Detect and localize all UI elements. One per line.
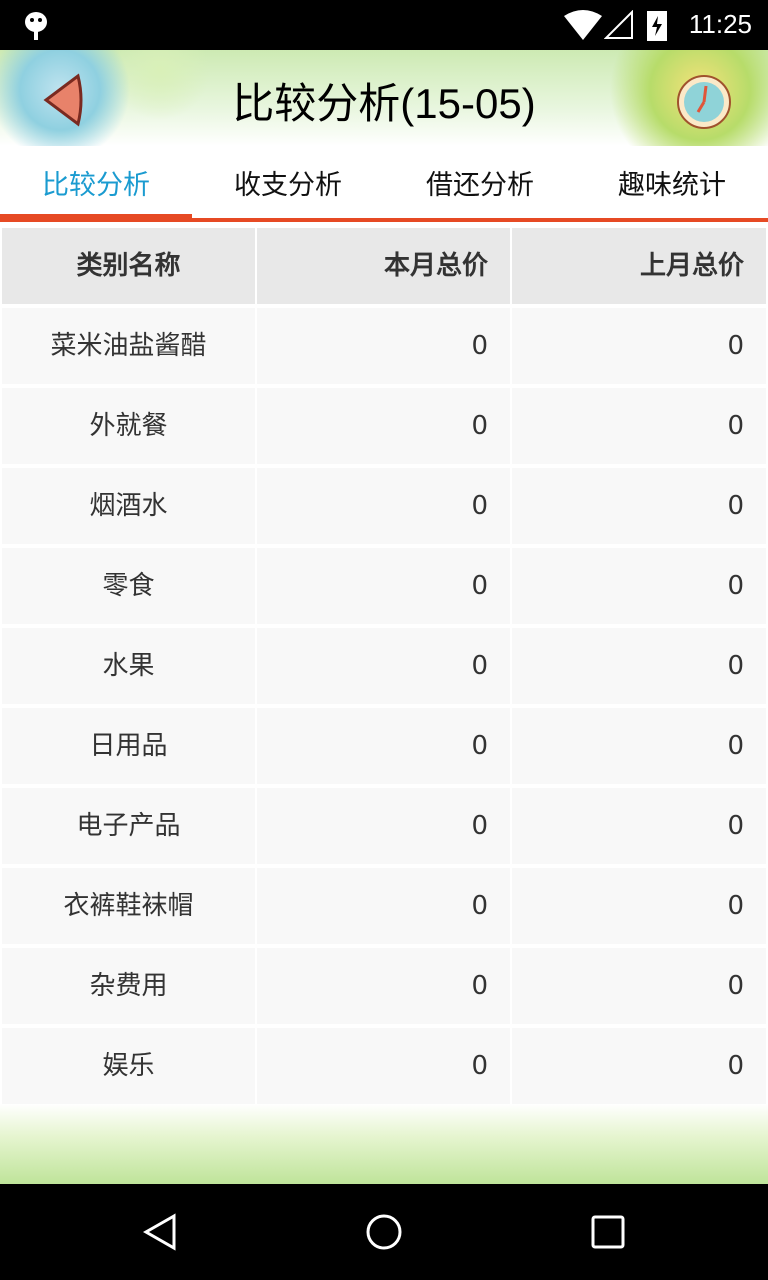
table-row[interactable]: 烟酒水 0 0 [0, 466, 768, 546]
cell-category: 杂费用 [2, 948, 255, 1024]
comparison-table: 类别名称 本月总价 上月总价 菜米油盐酱醋 0 0 外就餐 0 0 烟酒水 0 0 零食 0 0 水果 0… [0, 226, 768, 1106]
back-arrow-icon[interactable] [40, 72, 88, 128]
page-title: 比较分析(15-05) [232, 80, 536, 127]
cell-this-month: 0 [257, 788, 510, 864]
table-row[interactable]: 日用品 0 0 [0, 706, 768, 786]
table-row[interactable]: 衣裤鞋袜帽 0 0 [0, 866, 768, 946]
back-nav-icon[interactable] [140, 1212, 180, 1252]
clock-icon[interactable] [676, 74, 732, 130]
status-bar: 11:25 [0, 0, 768, 50]
status-time: 11:25 [688, 9, 752, 39]
cell-last-month: 0 [512, 1028, 766, 1104]
navigation-bar [0, 1184, 768, 1280]
cell-last-month: 0 [512, 868, 766, 944]
app-header: 比较分析(15-05) [0, 50, 768, 146]
cell-this-month: 0 [257, 1028, 510, 1104]
cell-this-month: 0 [257, 308, 510, 384]
tab-income-expense[interactable]: 收支分析 [234, 170, 342, 201]
table-row[interactable]: 零食 0 0 [0, 546, 768, 626]
cell-category: 烟酒水 [2, 468, 255, 544]
battery-icon [647, 11, 667, 41]
cell-last-month: 0 [512, 708, 766, 784]
table-row[interactable]: 电子产品 0 0 [0, 786, 768, 866]
cell-category: 水果 [2, 628, 255, 704]
cell-last-month: 0 [512, 388, 766, 464]
recents-nav-icon[interactable] [588, 1212, 628, 1252]
cell-last-month: 0 [512, 788, 766, 864]
tab-bar: 比较分析 收支分析 借还分析 趣味统计 [0, 146, 768, 222]
tab-compare[interactable]: 比较分析 [0, 146, 192, 222]
table-row[interactable]: 外就餐 0 0 [0, 386, 768, 466]
table-row[interactable]: 菜米油盐酱醋 0 0 [0, 306, 768, 386]
cell-this-month: 0 [257, 708, 510, 784]
header-last-month: 上月总价 [512, 228, 766, 304]
cell-category: 电子产品 [2, 788, 255, 864]
cell-this-month: 0 [257, 548, 510, 624]
tab-borrow-repay[interactable]: 借还分析 [426, 170, 534, 201]
cell-last-month: 0 [512, 628, 766, 704]
cell-last-month: 0 [512, 308, 766, 384]
cell-last-month: 0 [512, 948, 766, 1024]
cell-last-month: 0 [512, 468, 766, 544]
table-row[interactable]: 娱乐 0 0 [0, 1026, 768, 1106]
cell-this-month: 0 [257, 948, 510, 1024]
cell-category: 衣裤鞋袜帽 [2, 868, 255, 944]
header-category: 类别名称 [2, 228, 255, 304]
table-header: 类别名称 本月总价 上月总价 [0, 226, 768, 306]
home-nav-icon[interactable] [364, 1212, 404, 1252]
header-this-month: 本月总价 [257, 228, 510, 304]
cell-category: 外就餐 [2, 388, 255, 464]
table-row[interactable]: 水果 0 0 [0, 626, 768, 706]
cell-category: 零食 [2, 548, 255, 624]
cell-category: 娱乐 [2, 1028, 255, 1104]
footer-decoration [0, 1104, 768, 1184]
tab-fun-stats[interactable]: 趣味统计 [618, 170, 726, 201]
android-icon [25, 12, 47, 40]
cell-category: 菜米油盐酱醋 [2, 308, 255, 384]
cell-this-month: 0 [257, 628, 510, 704]
cell-last-month: 0 [512, 548, 766, 624]
table-row[interactable]: 杂费用 0 0 [0, 946, 768, 1026]
signal-icon [604, 10, 633, 39]
cell-this-month: 0 [257, 468, 510, 544]
cell-this-month: 0 [257, 868, 510, 944]
cell-category: 日用品 [2, 708, 255, 784]
cell-this-month: 0 [257, 388, 510, 464]
wifi-icon [564, 10, 602, 40]
